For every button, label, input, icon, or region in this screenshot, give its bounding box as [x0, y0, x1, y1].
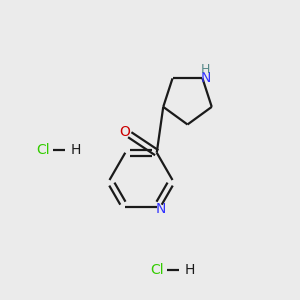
- Text: H: H: [201, 64, 210, 76]
- Text: O: O: [119, 125, 130, 139]
- Text: N: N: [200, 71, 211, 85]
- Text: H: H: [184, 263, 195, 277]
- Text: N: N: [155, 202, 166, 216]
- Text: H: H: [70, 143, 81, 157]
- Text: Cl: Cl: [36, 143, 50, 157]
- Text: Cl: Cl: [150, 263, 164, 277]
